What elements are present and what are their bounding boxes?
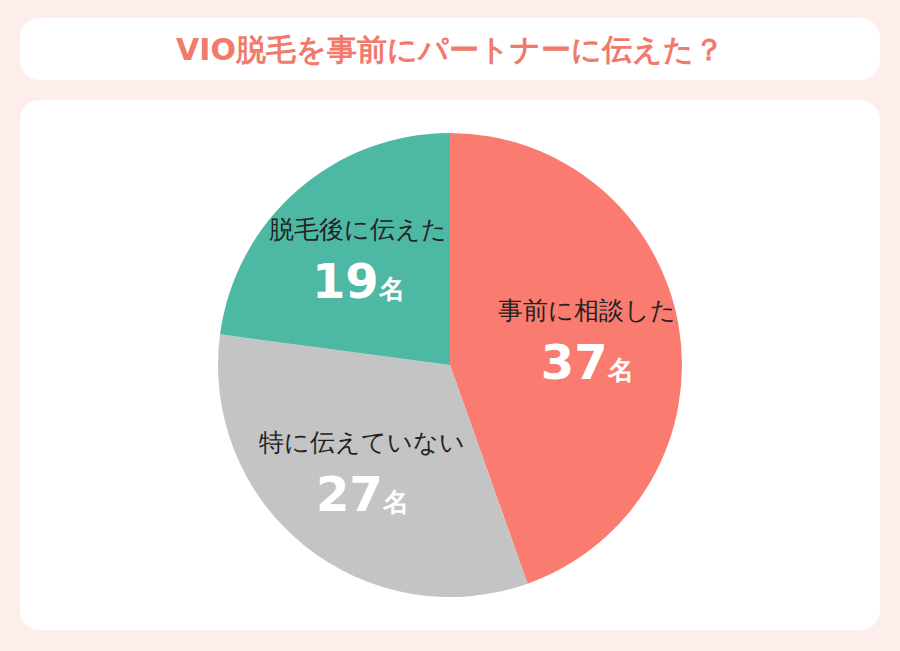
slice	[220, 133, 450, 365]
pie	[218, 133, 682, 597]
data-label: 27名	[316, 466, 409, 522]
title-box	[20, 18, 880, 80]
panel	[20, 100, 880, 630]
title: VIO脱毛を事前にパートナーに伝えた？	[176, 32, 724, 67]
background	[0, 0, 900, 651]
category-label: 脱毛後に伝えた	[269, 215, 447, 244]
chart: VIO脱毛を事前にパートナーに伝えた？ 事前に相談した 37名特に伝えていない 27名…	[0, 0, 900, 651]
slice	[218, 334, 528, 597]
data-label: 19名	[312, 253, 405, 309]
labels: 事前に相談した 37名特に伝えていない 27名 脱毛後に伝えた 19名	[259, 215, 676, 522]
data-label: 37名	[541, 334, 634, 390]
category-label: 事前に相談した	[498, 296, 676, 325]
category-label: 特に伝えていない	[259, 428, 465, 457]
